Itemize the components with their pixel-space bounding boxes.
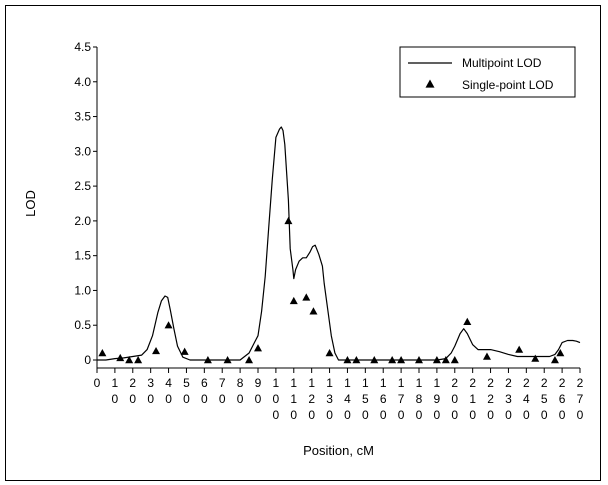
y-tick-label: 0.5 (74, 318, 91, 332)
single-point-marker (482, 352, 491, 360)
x-tick-label: 0 (94, 376, 101, 390)
single-point-marker (245, 356, 254, 364)
y-tick-label: 0 (84, 353, 91, 367)
single-point-marker (388, 356, 397, 364)
y-tick-label: 4.5 (74, 40, 91, 54)
single-point-marker (432, 356, 441, 364)
single-point-marker (284, 216, 293, 225)
single-point-marker (556, 349, 565, 357)
single-point-marker (302, 293, 311, 301)
single-point-marker (352, 356, 361, 364)
single-point-marker (370, 356, 379, 364)
single-point-marker (309, 307, 318, 315)
y-tick-label: 3.5 (74, 110, 91, 124)
y-tick-label: 3.0 (74, 144, 91, 158)
single-point-marker (289, 296, 298, 305)
single-point-marker (441, 356, 450, 364)
single-point-marker (164, 321, 173, 329)
single-point-marker (98, 349, 107, 357)
single-point-marker (180, 347, 189, 355)
legend-entry-multipoint: Multipoint LOD (462, 56, 542, 70)
y-tick-label: 1.0 (74, 283, 91, 297)
single-point-marker (397, 356, 406, 364)
single-point-marker (463, 317, 472, 325)
y-tick-label: 4.0 (74, 75, 91, 89)
single-point-marker (531, 354, 540, 362)
single-point-marker (134, 356, 143, 364)
y-tick-label: 2.0 (74, 214, 91, 228)
multipoint-lod-line (97, 126, 581, 361)
single-point-marker (450, 356, 459, 364)
y-tick-label: 1.5 (74, 249, 91, 263)
single-point-marker (152, 346, 161, 355)
single-point-marker (325, 349, 334, 357)
single-point-marker (116, 353, 125, 362)
legend: Multipoint LOD Single-point LOD (399, 46, 576, 98)
legend-entry-single-point: Single-point LOD (462, 78, 554, 92)
single-point-marker (125, 356, 134, 364)
single-point-marker (515, 345, 524, 353)
plot-area: 0 0.5 1.0 1.5 2.0 2.5 3.0 3.5 4.0 4.5 0 1 0 2 0 3 0 4 0 5 0 6… (74, 40, 583, 422)
legend-box (399, 46, 576, 98)
x-axis-label: Position, cM (303, 443, 374, 458)
single-point-marker (203, 356, 212, 364)
single-point-marker (343, 356, 352, 364)
single-point-marker (415, 356, 423, 364)
legend-triangle-swatch (425, 79, 435, 88)
single-point-marker (550, 356, 559, 364)
single-point-marker (223, 356, 232, 364)
single-point-marker (254, 344, 262, 352)
y-tick-label: 2.5 (74, 179, 91, 193)
y-axis-label: LOD (23, 190, 38, 217)
